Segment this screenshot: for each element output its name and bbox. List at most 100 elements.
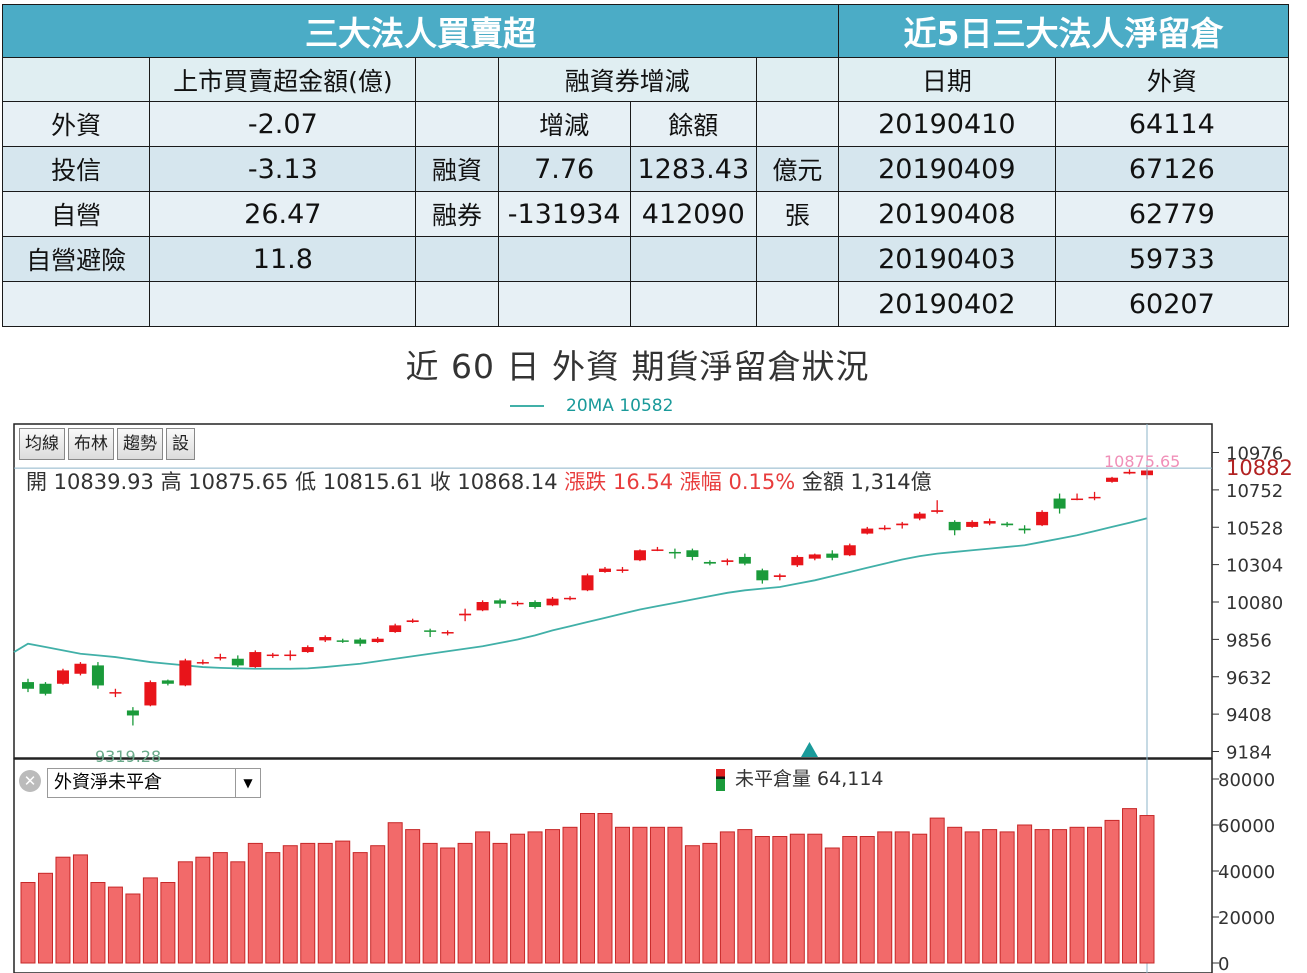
current-price-label: 10882 bbox=[1226, 456, 1293, 480]
ohlc-readout: 開 10839.93 高 10875.65 低 10815.61 收 10868… bbox=[26, 466, 932, 496]
oi-tick-label: 80000 bbox=[1218, 770, 1275, 791]
margin-label: 融資 bbox=[415, 146, 499, 192]
candle-body bbox=[284, 654, 297, 657]
candle-body bbox=[74, 663, 87, 674]
candle-body bbox=[546, 598, 559, 606]
oi-bar bbox=[545, 829, 561, 964]
row-label: 外資 bbox=[1, 101, 151, 147]
settings-button[interactable]: 設 bbox=[166, 428, 195, 460]
oi-date: 20190410 bbox=[838, 101, 1056, 147]
candle-body bbox=[511, 602, 524, 605]
oi-bar bbox=[754, 836, 770, 964]
candle-body bbox=[616, 569, 629, 571]
chevron-down-icon[interactable]: ▼ bbox=[235, 769, 260, 797]
oi-bar bbox=[282, 845, 298, 964]
oi-bar bbox=[562, 826, 578, 964]
candle-body bbox=[22, 682, 34, 689]
oi-bar bbox=[1017, 824, 1033, 964]
institutional-title: 三大法人買賣超 bbox=[2, 4, 839, 58]
oi-bar bbox=[335, 840, 351, 964]
oi-bar bbox=[824, 847, 840, 964]
candle-body bbox=[56, 670, 69, 684]
oi-bar bbox=[859, 836, 875, 964]
oi-bar bbox=[807, 833, 823, 964]
oi-bar bbox=[265, 852, 281, 964]
amount-header: 上市買賣超金額(億) bbox=[149, 57, 417, 102]
margin-unit: 億元 bbox=[755, 146, 840, 192]
candle-body bbox=[336, 640, 349, 642]
oi-bar bbox=[317, 842, 333, 964]
oi-value: 59733 bbox=[1054, 236, 1290, 282]
candle-body bbox=[878, 527, 891, 530]
blank-cell bbox=[497, 281, 631, 327]
candle-body bbox=[703, 561, 716, 564]
indicator-select-value: 外資淨未平倉 bbox=[54, 772, 162, 793]
date-header: 日期 bbox=[838, 57, 1056, 102]
close-icon[interactable]: ✕ bbox=[19, 770, 41, 792]
oi-bar bbox=[37, 872, 53, 964]
candle-body bbox=[808, 554, 821, 559]
oi-bar bbox=[160, 882, 176, 964]
oi-bar bbox=[667, 826, 683, 964]
blank-cell bbox=[1, 281, 151, 327]
indicator-select[interactable]: 外資淨未平倉 ▼ bbox=[47, 768, 261, 798]
amount-value: 金額 1,314億 bbox=[801, 470, 932, 494]
candle-body bbox=[214, 657, 227, 659]
oi-value: 64114 bbox=[1054, 101, 1290, 147]
candlestick-chart[interactable]: 10976 10752 10528 10304 10080 9856 9632 9408 918… bbox=[0, 420, 1307, 973]
oi-bar bbox=[510, 833, 526, 964]
price-tick-label: 9408 bbox=[1226, 705, 1272, 726]
oi-bar bbox=[107, 886, 123, 964]
row-value: -3.13 bbox=[149, 146, 417, 192]
candle-body bbox=[668, 551, 681, 554]
ma-button[interactable]: 均線 bbox=[19, 428, 65, 460]
candle-body bbox=[389, 625, 402, 633]
candle-body bbox=[424, 630, 437, 632]
oi-bar bbox=[55, 856, 71, 964]
margin-unit: 張 bbox=[755, 191, 840, 237]
oi-bar bbox=[1069, 826, 1085, 964]
close-value: 收 10868.14 bbox=[429, 470, 558, 494]
blank-cell bbox=[415, 236, 499, 282]
blank-cell bbox=[755, 101, 840, 147]
event-triangle-icon bbox=[801, 742, 818, 757]
candle-body bbox=[529, 602, 542, 608]
open-value: 開 10839.93 bbox=[26, 470, 154, 494]
oi-bar bbox=[982, 829, 998, 964]
bollinger-button[interactable]: 布林 bbox=[68, 428, 114, 460]
candle-body bbox=[983, 521, 996, 524]
candle-body bbox=[196, 662, 209, 664]
margin-label: 融券 bbox=[415, 191, 499, 237]
blank-cell bbox=[1, 57, 151, 102]
chart-title: 近 60 日 外資 期貨淨留倉狀況 bbox=[405, 347, 870, 386]
candle-body bbox=[1071, 498, 1084, 501]
oi-bar bbox=[125, 893, 141, 964]
candle-body bbox=[1018, 528, 1031, 531]
row-label: 投信 bbox=[1, 146, 151, 192]
oi-bar bbox=[737, 829, 753, 964]
blank-cell bbox=[149, 281, 417, 327]
oi-bar bbox=[72, 854, 88, 964]
candle-body bbox=[721, 560, 734, 562]
candle-body bbox=[459, 613, 472, 616]
row-label: 自營避險 bbox=[1, 236, 151, 282]
change-value: 漲跌 16.54 bbox=[564, 470, 674, 494]
oi-bar bbox=[212, 852, 228, 964]
ma20-line bbox=[13, 517, 1148, 670]
candle-body bbox=[231, 658, 244, 666]
candle-body bbox=[301, 647, 314, 653]
oi-bar bbox=[632, 826, 648, 964]
candle-body bbox=[633, 550, 646, 561]
net-oi-table: 近5日三大法人淨留倉 日期 外資 20190410 64114 20190409 6… bbox=[838, 4, 1290, 327]
oi-bar bbox=[387, 822, 403, 964]
oi-bar bbox=[370, 845, 386, 964]
oi-bar bbox=[1139, 815, 1155, 964]
candle-body bbox=[826, 553, 839, 558]
oi-bar bbox=[964, 831, 980, 964]
foreign-header: 外資 bbox=[1054, 57, 1290, 102]
blank-cell bbox=[415, 57, 499, 102]
candle-body bbox=[564, 597, 577, 600]
trend-button[interactable]: 趨勢 bbox=[117, 428, 163, 460]
price-tick-label: 9856 bbox=[1226, 630, 1272, 651]
blank-cell bbox=[497, 236, 631, 282]
